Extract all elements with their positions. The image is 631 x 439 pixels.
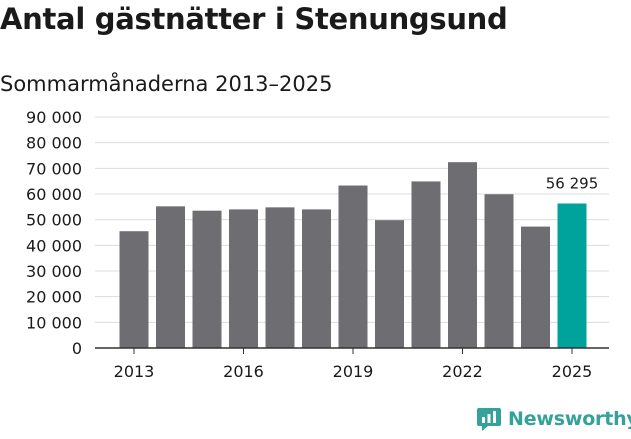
bar-2023 — [484, 194, 514, 348]
bar-2025 — [557, 203, 587, 348]
newsworthy-logo-icon — [477, 408, 501, 431]
bar-chart: 0 10 000 20 000 30 000 40 000 50 000 60 000 70 … — [26, 108, 609, 381]
y-tick-label: 90 000 — [26, 108, 82, 127]
brand-name: Newsworthy — [508, 408, 631, 430]
y-tick-label: 20 000 — [26, 288, 82, 307]
chart-subtitle: Sommarmånaderna 2013–2025 — [0, 72, 333, 96]
annotations: 56 295 — [546, 175, 599, 193]
x-tick-label: 2019 — [333, 362, 374, 381]
data-label-2025: 56 295 — [546, 175, 599, 193]
newsworthy-logo: Newsworthy — [476, 406, 631, 432]
y-tick-label: 60 000 — [26, 185, 82, 204]
bar-2019 — [338, 185, 368, 348]
bar-2013 — [119, 231, 149, 348]
y-tick-label: 10 000 — [26, 313, 82, 332]
y-tick-label: 50 000 — [26, 211, 82, 230]
x-tick-label: 2025 — [552, 362, 593, 381]
x-axis — [95, 347, 609, 354]
bar-2017 — [265, 207, 295, 348]
bar-2015 — [192, 210, 222, 348]
y-tick-label: 80 000 — [26, 134, 82, 153]
bar-2021 — [411, 181, 441, 348]
y-tick-label: 40 000 — [26, 236, 82, 255]
y-tick-label: 30 000 — [26, 262, 82, 281]
bar-2014 — [156, 206, 185, 348]
y-axis-tick-labels: 0 10 000 20 000 30 000 40 000 50 000 60 000 70 … — [26, 108, 82, 358]
bar-2020 — [375, 220, 404, 348]
x-tick-label: 2013 — [114, 362, 155, 381]
x-axis-tick-labels: 2013 2016 2019 2022 2025 — [114, 362, 593, 381]
bar-2018 — [302, 209, 331, 348]
bar-2022 — [448, 162, 477, 348]
x-tick-label: 2016 — [223, 362, 264, 381]
x-tick-label: 2022 — [442, 362, 483, 381]
bar-2024 — [521, 226, 550, 348]
bar-2016 — [229, 209, 258, 348]
chart-title: Antal gästnätter i Stenungsund — [0, 2, 508, 36]
y-tick-label: 70 000 — [26, 159, 82, 178]
bars — [119, 162, 587, 348]
y-tick-label: 0 — [72, 339, 82, 358]
